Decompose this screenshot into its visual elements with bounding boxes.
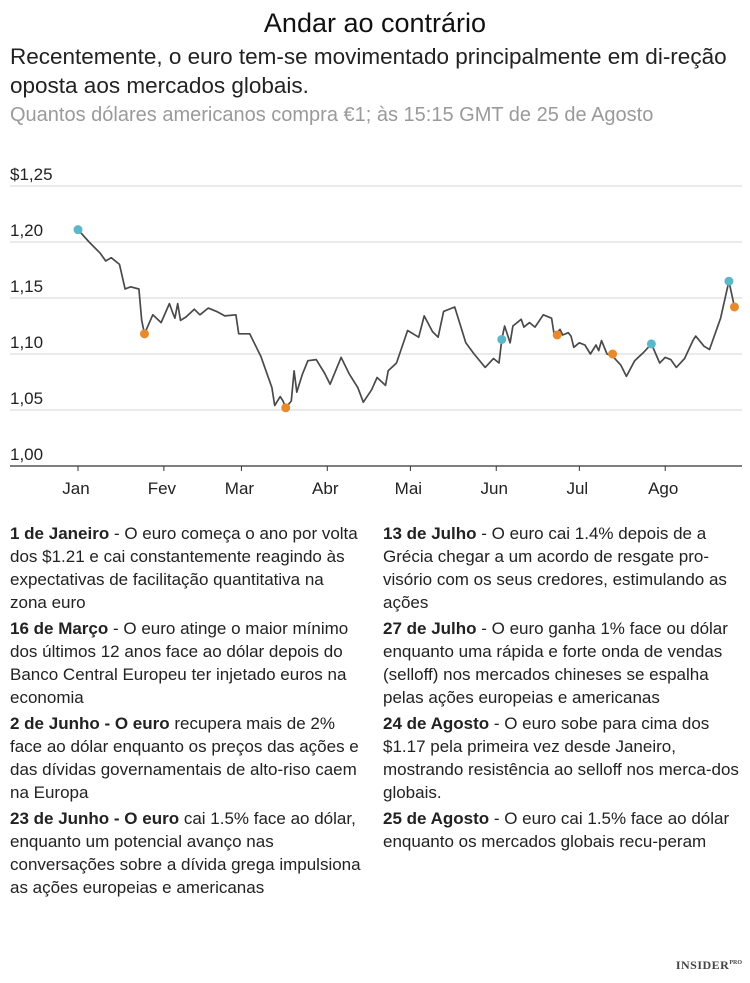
event-marker-fall <box>608 349 618 359</box>
logo-main: INSIDER <box>675 958 730 972</box>
annotation-date: 16 de Março <box>10 619 109 638</box>
x-tick-label: Mai <box>395 479 422 498</box>
y-tick-label: 1,10 <box>10 333 43 352</box>
event-marker-fall <box>139 329 149 339</box>
event-marker-fall <box>552 330 562 340</box>
x-tick-label: Ago <box>648 479 678 498</box>
annotation-text: - O euro sobe para cima dos $1.17 pela p… <box>383 714 739 802</box>
annotation-text: - O euro atinge o maior mínimo dos últim… <box>10 619 349 707</box>
annotation: 24 de Agosto - O euro sobe para cima dos… <box>383 712 743 804</box>
y-tick-label: 1,15 <box>10 277 43 296</box>
annotation: 1 de Janeiro - O euro começa o ano por v… <box>10 522 362 614</box>
event-marker-rise <box>646 339 656 349</box>
annotation-text: cai 1.5% face ao dólar, enquanto um pote… <box>10 809 361 897</box>
x-tick-label: Jul <box>566 479 588 498</box>
chart-note: Quantos dólares americanos compra €1; às… <box>10 104 654 126</box>
event-marker-rise <box>73 225 83 235</box>
series-layer <box>77 229 736 409</box>
euro-dollar-line <box>77 229 736 409</box>
x-tick-label: Jun <box>481 479 508 498</box>
annotation-date: 13 de Julho <box>383 524 477 543</box>
x-tick-label: Mar <box>225 479 255 498</box>
x-tick-label: Jan <box>62 479 89 498</box>
annotations-right: 13 de Julho - O euro cai 1.4% depois de … <box>383 522 743 856</box>
line-chart: $1,25 1,20 1,15 1,10 1,05 1,00 Jan Fev Mar Abr Mai… <box>10 165 742 498</box>
y-tick-label: 1,20 <box>10 221 43 240</box>
markers <box>73 225 739 413</box>
y-tick-label: 1,05 <box>10 389 43 408</box>
chart-title: Andar ao contrário <box>263 8 487 38</box>
event-marker-rise <box>497 334 507 344</box>
annotation-date: 2 de Junho - O euro <box>10 714 170 733</box>
annotation-date: 25 de Agosto <box>383 809 490 828</box>
annotation-date: 27 de Julho <box>383 619 477 638</box>
annotation: 23 de Junho - O euro cai 1.5% face ao dó… <box>10 807 362 899</box>
annotation-date: 1 de Janeiro <box>10 524 110 543</box>
axes: $1,25 1,20 1,15 1,10 1,05 1,00 Jan Fev Mar Abr Mai… <box>10 165 742 498</box>
annotation: 25 de Agosto - O euro cai 1.5% face ao d… <box>383 807 743 853</box>
event-marker-fall <box>729 302 739 312</box>
event-marker-rise <box>724 276 734 286</box>
annotation-text: - O euro cai 1.5% face ao dólar enquanto… <box>383 809 730 851</box>
annotation: 2 de Junho - O euro recupera mais de 2% … <box>10 712 362 804</box>
insider-pro-logo: INSIDERPRO <box>676 958 742 973</box>
annotation: 13 de Julho - O euro cai 1.4% depois de … <box>383 522 743 614</box>
annotation: 27 de Julho - O euro ganha 1% face ou dó… <box>383 617 743 709</box>
y-tick-label: $1,25 <box>10 165 53 184</box>
x-tick-label: Abr <box>312 479 339 498</box>
annotation-text: - O euro começa o ano por volta dos $1.2… <box>10 524 358 612</box>
grid <box>10 185 742 411</box>
annotation: 16 de Março - O euro atinge o maior míni… <box>10 617 362 709</box>
annotation-text: recupera mais de 2% face ao dólar enquan… <box>10 714 359 802</box>
annotation-text: - O euro ganha 1% face ou dólar enquanto… <box>383 619 728 707</box>
annotation-date: 23 de Junho - O euro <box>10 809 180 828</box>
y-tick-label: 1,00 <box>10 445 43 464</box>
x-tick-label: Fev <box>148 479 177 498</box>
annotation-text: - O euro cai 1.4% depois de a Grécia che… <box>383 524 727 612</box>
chart-subtitle: Recentemente, o euro tem-se movimentado … <box>10 44 727 98</box>
annotations-left: 1 de Janeiro - O euro começa o ano por v… <box>10 522 362 902</box>
annotation-date: 24 de Agosto <box>383 714 490 733</box>
event-marker-fall <box>281 403 291 413</box>
logo-sup: PRO <box>729 960 742 966</box>
